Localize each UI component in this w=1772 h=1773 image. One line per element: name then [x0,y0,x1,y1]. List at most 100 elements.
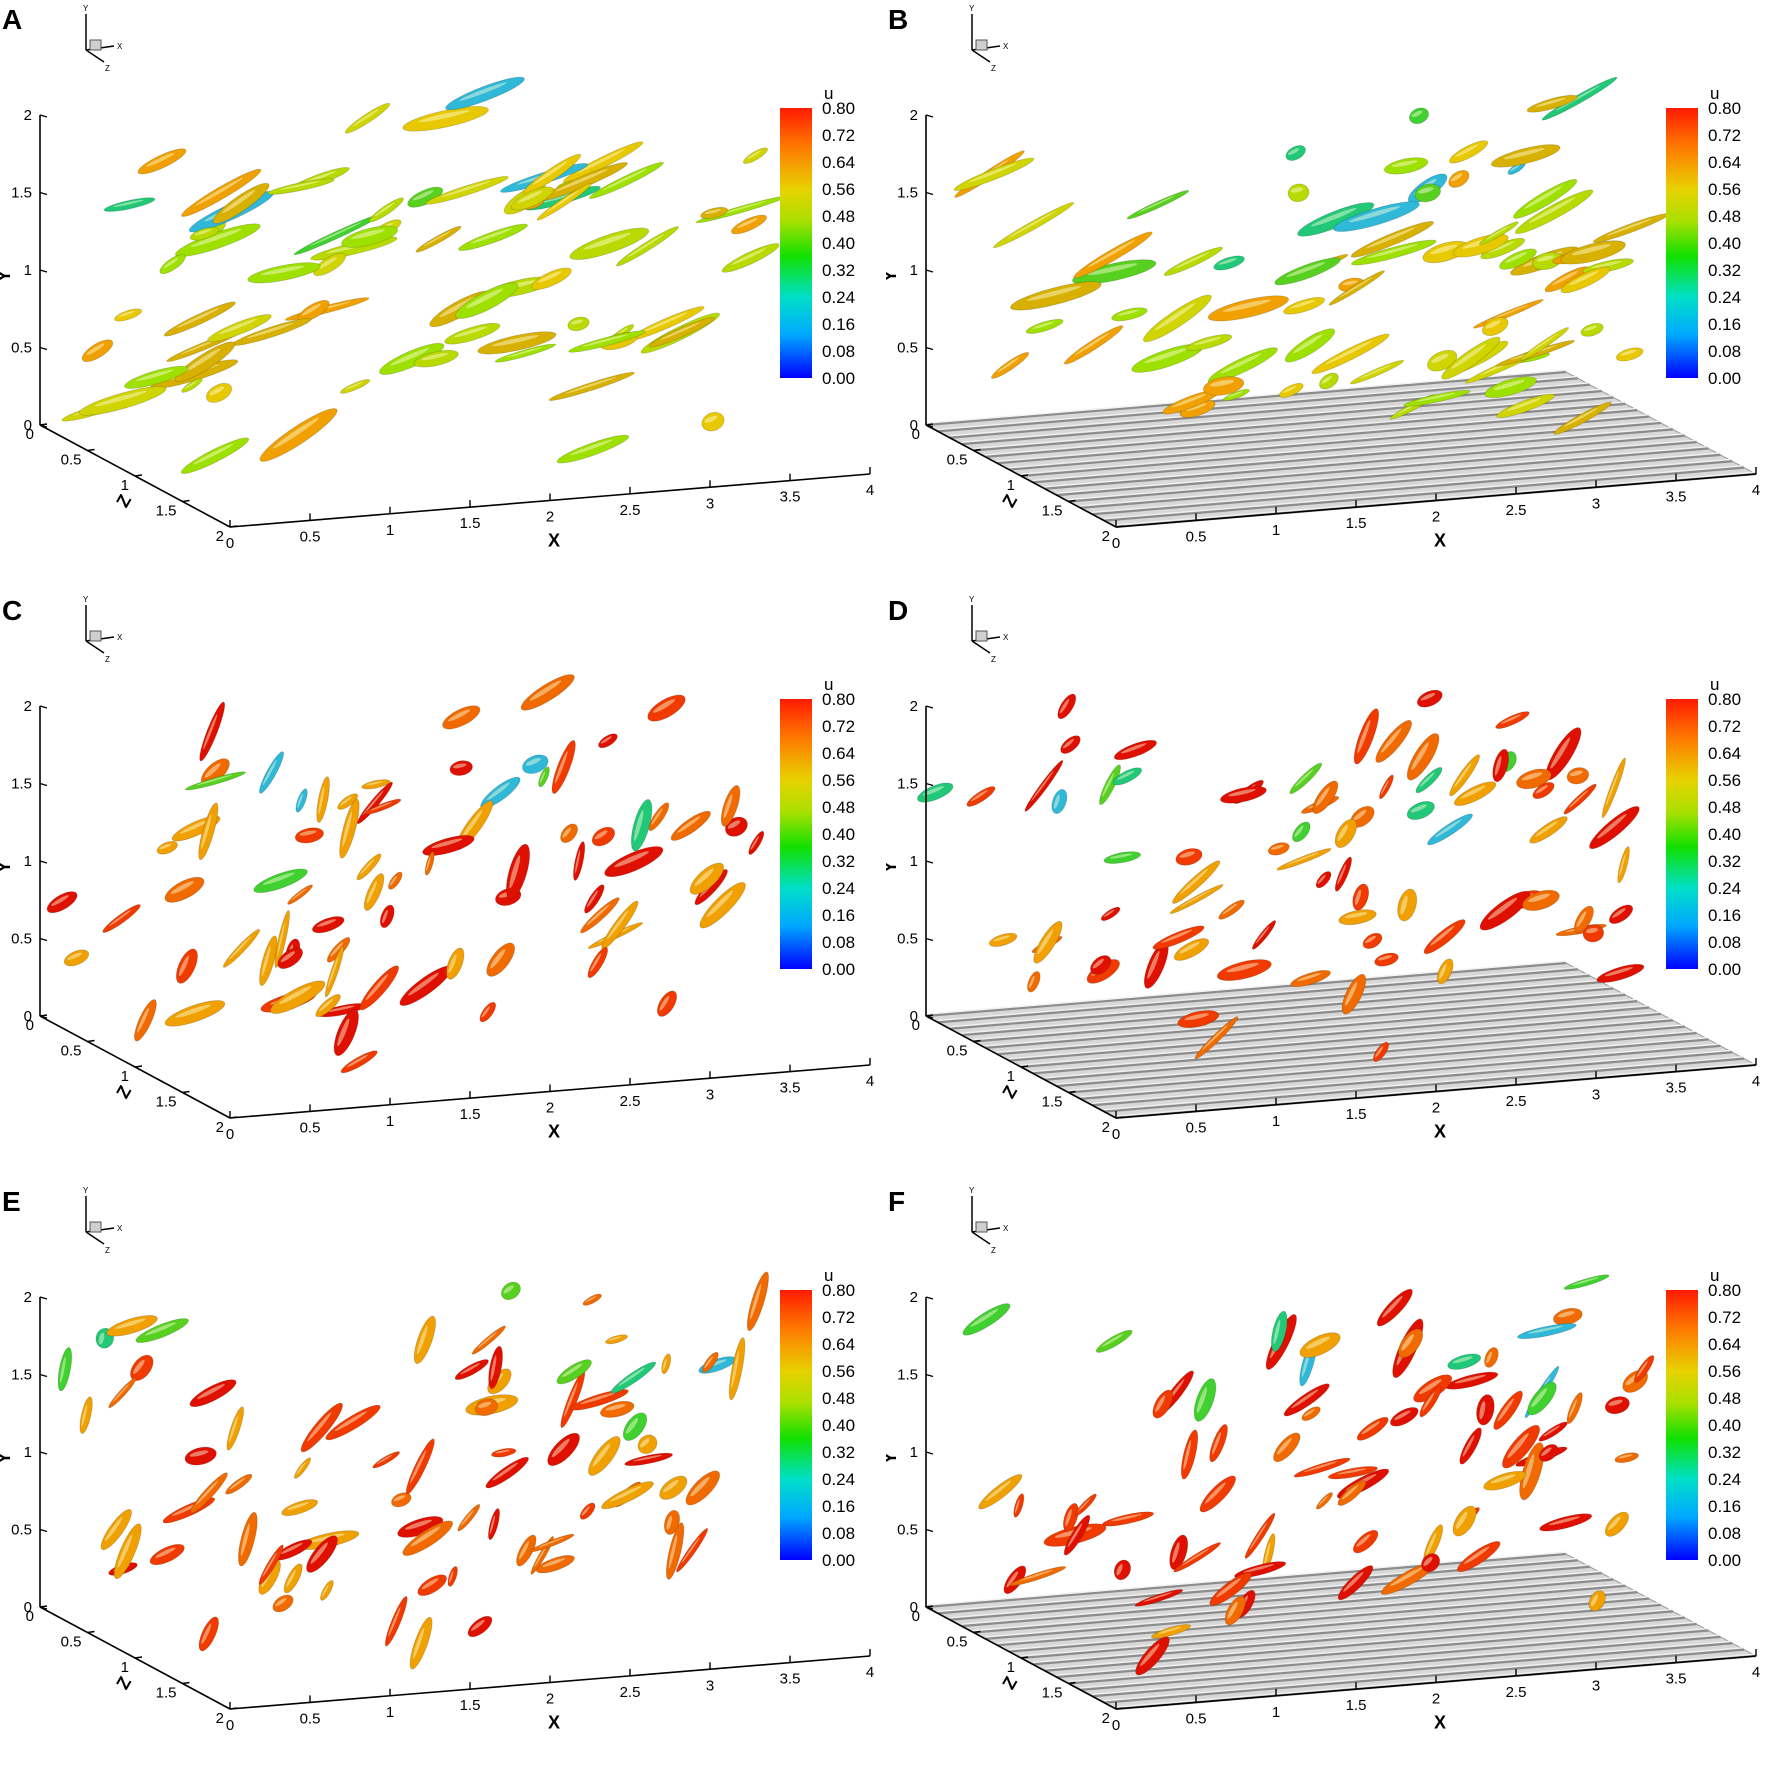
x-tick-label: 3.5 [1666,489,1687,506]
y-tick-label: 1.5 [11,185,32,202]
y-tick-label: 2 [24,107,32,124]
vortex-isosurface [510,186,554,211]
vortex-isosurface [488,1345,503,1390]
y-tick-label: 0.5 [11,340,32,357]
x-tick-label: 3 [1592,1677,1600,1694]
y-tick-label: 2 [910,698,918,715]
vortex-isosurface [665,1522,685,1580]
vortex-isosurface [1352,1529,1379,1554]
vortex-isosurface [601,1481,655,1510]
colorbar-level-label: 0.32 [822,852,856,871]
vortex-isosurface [1223,388,1250,402]
vortex-isosurface [1316,1492,1333,1510]
vortex-isosurface [79,1396,93,1434]
vortex-isosurface [1328,270,1385,306]
vortex-isosurface [547,1432,581,1467]
vortex-isosurface [446,947,465,980]
vortex-isosurface [1532,781,1555,800]
vortex-isosurface [1456,1540,1501,1573]
vortex-isosurface [315,994,341,1018]
vortex-isosurface [1541,76,1618,121]
flow-field-scene: 00.511.5200.511.522.533.5400.511.52YXZYX… [886,595,1760,1143]
vortex-isosurface [1553,401,1612,435]
vortex-isosurface [1493,1390,1523,1430]
vortex-isosurface [189,1472,228,1514]
z-tick-label: 2 [1102,528,1110,545]
vortex-isosurface [1615,347,1644,362]
vortex-isosurface [1111,307,1148,322]
x-tick-label: 3.5 [780,1080,801,1097]
x-tick-label: 1 [386,522,394,539]
colorbar-level-label: 0.72 [1708,1308,1742,1327]
vortex-isosurface [610,1361,657,1394]
vortex-isosurface [479,1001,497,1023]
vortex-isosurface [1334,818,1358,849]
vortex-isosurface [364,798,402,815]
vortex-isosurface [1516,768,1552,790]
vortex-isosurface [699,881,746,929]
vortex-isosurface [137,148,187,175]
vortex-isosurface [1374,952,1399,967]
vortex-isosurface [1426,349,1458,372]
vortex-isosurface [1356,1416,1389,1441]
colorbar-level-label: 0.80 [822,99,856,118]
colorbar-level-label: 0.80 [1708,1281,1742,1300]
vortex-isosurface [1580,323,1604,337]
vortex-isosurface [1220,786,1267,804]
colorbar-level-label: 0.16 [1708,315,1742,334]
vortex-isosurface [523,153,582,195]
vortex-isosurface [258,1544,284,1585]
vortex-isosurface [1481,316,1509,337]
vortex-isosurface [372,1451,401,1469]
vortex-isosurface [531,267,572,290]
vortex-isosurface [1448,169,1470,188]
colorbar-level-label: 0.40 [822,1416,856,1435]
colorbar-level-label: 0.64 [822,1335,856,1354]
vortex-isosurface [417,1574,448,1597]
vortex-isosurface [1113,1559,1131,1581]
vortex-isosurface [1074,1493,1097,1517]
panel-label: C [2,595,23,626]
vortex-isosurface [359,965,400,1011]
vortex-isosurface [1292,821,1311,843]
triad-z-label: Z [991,655,996,664]
vortex-isosurface [198,802,219,861]
vortex-isosurface [1362,932,1383,950]
vortex-isosurface [1285,145,1306,161]
triad-z-label: Z [105,655,110,664]
vortex-isosurface [1589,806,1640,850]
colorbar-level-label: 0.56 [1708,180,1742,199]
vortex-isosurface [295,788,308,813]
vortex-isosurface [1152,925,1205,950]
vortex-isosurface [1143,294,1212,343]
x-tick-label: 0 [1112,535,1120,552]
vortex-isosurface [1398,1328,1424,1359]
vortex-isosurface [1517,1323,1577,1340]
vortex-isosurface [272,1594,294,1613]
vortex-isosurface [1604,1511,1629,1537]
vortex-isosurface [1327,1466,1378,1480]
z-tick-label: 0 [26,1017,34,1034]
vortex-isosurface [1588,1590,1606,1612]
vortex-isosurface [1301,1406,1321,1422]
vortex-isosurface [449,760,473,776]
vortex-isosurface [1185,334,1233,351]
vortex-isosurface [340,379,371,394]
vortex-isosurface [728,1337,746,1401]
colorbar-level-label: 0.00 [822,1551,856,1570]
colorbar-level-label: 0.80 [1708,99,1742,118]
x-tick-label: 3 [706,1086,714,1103]
vortex-isosurface [1060,735,1081,754]
vortex-isosurface [584,884,605,914]
vortex-isosurface [1566,1392,1583,1425]
vortex-isosurface [488,1508,500,1541]
vortex-isosurface [425,175,509,205]
triad-x-label: X [117,42,123,51]
vortex-isosurface [648,316,715,348]
colorbar-level-label: 0.00 [822,369,856,388]
z-tick-label: 1.5 [156,1094,177,1111]
colorbar [1666,699,1698,969]
orientation-triad-icon: Y X Z [969,1186,1009,1255]
z-tick-label: 0.5 [947,452,968,469]
colorbar-level-label: 0.08 [1708,342,1742,361]
